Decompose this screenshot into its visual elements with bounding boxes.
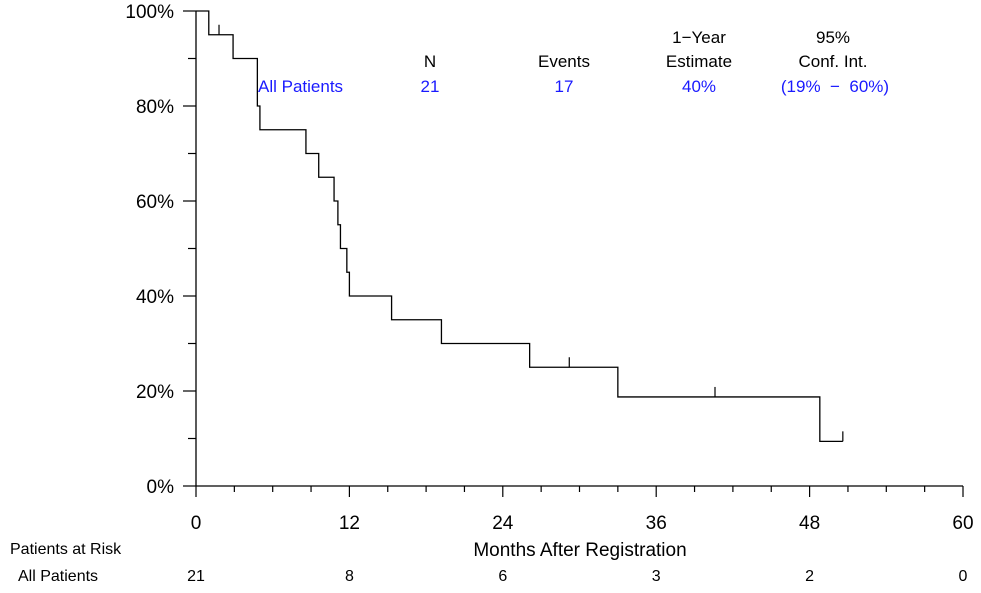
risk-counts: 21 8 6 3 2 0: [187, 568, 967, 585]
risk-table-group: All Patients: [18, 568, 98, 585]
risk-count: 0: [959, 568, 968, 585]
risk-count: 3: [652, 568, 661, 585]
survival-curve: [196, 10, 843, 442]
summary-row-n: 21: [421, 77, 440, 96]
summary-table: 1−Year 95% N Events Estimate Conf. Int. …: [258, 28, 889, 96]
risk-table: Patients at Risk All Patients 21 8 6 3 2 0: [10, 541, 968, 585]
summary-header-n: N: [424, 52, 436, 71]
y-tick-label: 100%: [125, 2, 174, 23]
risk-count: 8: [345, 568, 354, 585]
y-tick-label: 20%: [136, 382, 174, 403]
summary-header-events: Events: [538, 52, 590, 71]
risk-count: 6: [498, 568, 507, 585]
summary-header-ci-line2: Conf. Int.: [799, 52, 868, 71]
y-tick-label: 40%: [136, 287, 174, 308]
x-tick-label: 0: [191, 513, 202, 534]
axes: 0 12 24 36 48 60 0% 20% 40% 60% 80% 100%: [125, 2, 973, 534]
x-tick-label: 24: [492, 513, 514, 534]
summary-header-ci-line1: 95%: [816, 28, 850, 47]
summary-row-group: All Patients: [258, 77, 343, 96]
y-tick-label: 0%: [147, 477, 175, 498]
x-tick-label: 60: [952, 513, 973, 534]
risk-count: 21: [187, 568, 205, 585]
summary-header-estimate-line1: 1−Year: [672, 28, 726, 47]
summary-row-estimate: 40%: [682, 77, 716, 96]
x-axis-label: Months After Registration: [473, 540, 686, 561]
summary-row-ci: (19% − 60%): [781, 77, 889, 96]
y-tick-label: 80%: [136, 97, 174, 118]
risk-table-title: Patients at Risk: [10, 541, 122, 558]
summary-row-events: 17: [555, 77, 574, 96]
x-tick-label: 48: [799, 513, 820, 534]
summary-header-estimate-line2: Estimate: [666, 52, 732, 71]
risk-count: 2: [805, 568, 814, 585]
survival-curves: [196, 10, 844, 442]
y-tick-label: 60%: [136, 192, 174, 213]
x-tick-label: 12: [339, 513, 360, 534]
x-tick-label: 36: [646, 513, 667, 534]
